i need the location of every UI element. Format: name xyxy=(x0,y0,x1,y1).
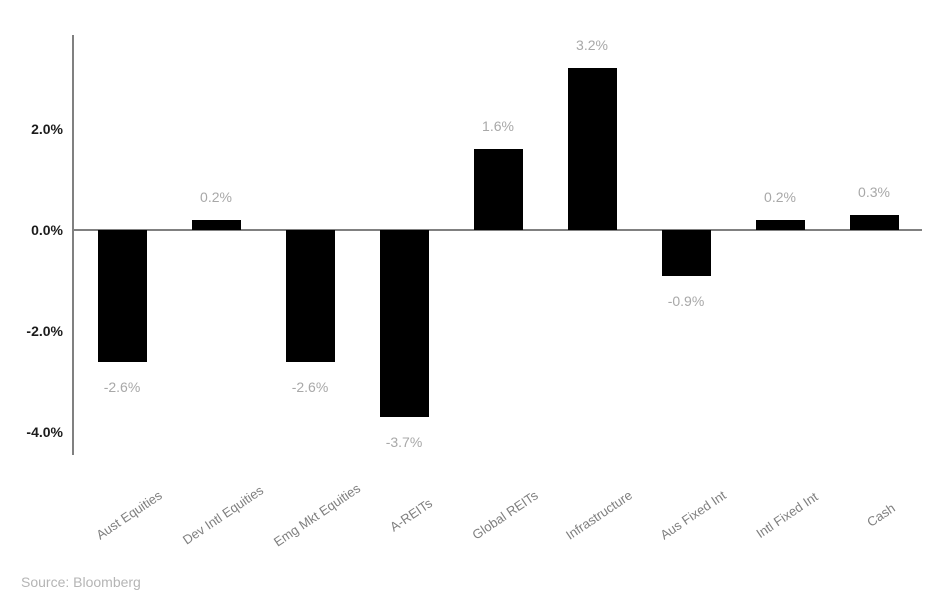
category-label-aus-fixed-int: Aus Fixed Int xyxy=(657,487,729,543)
bar-intl-fixed-int xyxy=(755,219,805,230)
bar-value-label-aus-fixed-int: -0.9% xyxy=(667,292,705,309)
bar-a-reits xyxy=(379,230,429,418)
bar-value-label-dev-intl-equities: 0.2% xyxy=(200,188,232,205)
y-tick-label-2-0: 2.0% xyxy=(31,120,63,137)
bar-value-label-a-reits: -3.7% xyxy=(385,434,423,451)
category-label-emg-mkt-equities: Emg Mkt Equities xyxy=(270,480,364,550)
bar-dev-intl-equities xyxy=(191,219,241,230)
bar-value-label-aust-equities: -2.6% xyxy=(103,378,141,395)
bar-aust-equities xyxy=(97,230,147,362)
category-label-intl-fixed-int: Intl Fixed Int xyxy=(753,488,821,542)
category-label-infrastructure: Infrastructure xyxy=(563,487,635,543)
bar-value-label-infrastructure: 3.2% xyxy=(576,37,608,54)
bar-value-label-intl-fixed-int: 0.2% xyxy=(764,188,796,205)
category-label-a-reits: A-REITs xyxy=(387,495,435,535)
bar-infrastructure xyxy=(567,68,617,230)
source-note: Source: Bloomberg xyxy=(21,574,141,590)
category-label-global-reits: Global REITs xyxy=(469,487,541,543)
bar-value-label-emg-mkt-equities: -2.6% xyxy=(291,378,329,395)
category-label-cash: Cash xyxy=(864,500,898,530)
bar-value-label-cash: 0.3% xyxy=(858,183,890,200)
y-tick-label-0-0: 0.0% xyxy=(31,222,63,238)
bar-cash xyxy=(849,214,899,230)
bar-global-reits xyxy=(473,149,523,230)
y-tick-label-2-0: -2.0% xyxy=(26,323,63,340)
category-label-dev-intl-equities: Dev Intl Equities xyxy=(179,482,267,548)
bar-emg-mkt-equities xyxy=(285,230,335,362)
category-label-aust-equities: Aust Equities xyxy=(93,487,165,543)
x-axis-zero-line xyxy=(72,229,922,231)
bar-aus-fixed-int xyxy=(661,230,711,276)
bar-value-label-global-reits: 1.6% xyxy=(482,118,514,135)
y-tick-label-4-0: -4.0% xyxy=(26,424,63,441)
y-axis-line xyxy=(72,35,74,455)
